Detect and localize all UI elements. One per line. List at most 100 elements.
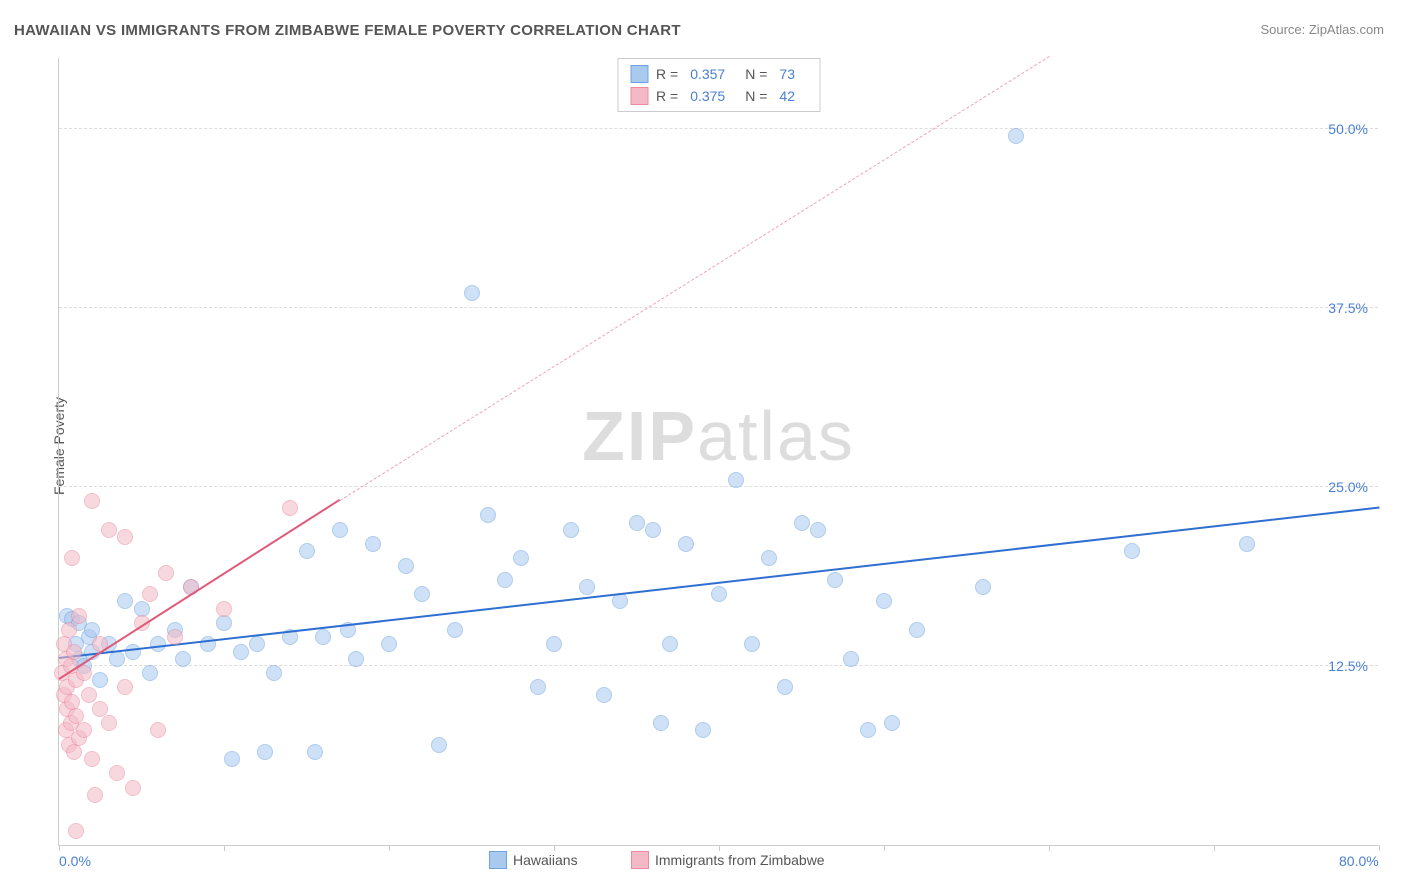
data-point (645, 522, 661, 538)
data-point (530, 679, 546, 695)
data-point (909, 622, 925, 638)
watermark: ZIPatlas (582, 396, 855, 476)
correlation-row-1: R = 0.357 N = 73 (630, 63, 807, 85)
legend-label: Immigrants from Zimbabwe (655, 852, 825, 868)
legend-item: Hawaiians (489, 851, 578, 869)
data-point (1239, 536, 1255, 552)
data-point (101, 522, 117, 538)
data-point (87, 787, 103, 803)
data-point (794, 515, 810, 531)
legend-label: Hawaiians (513, 852, 578, 868)
data-point (332, 522, 348, 538)
gridline (59, 128, 1378, 129)
gridline (59, 307, 1378, 308)
data-point (64, 550, 80, 566)
data-point (497, 572, 513, 588)
data-point (629, 515, 645, 531)
data-point (150, 722, 166, 738)
data-point (563, 522, 579, 538)
data-point (711, 586, 727, 602)
data-point (61, 622, 77, 638)
data-point (125, 780, 141, 796)
data-point (365, 536, 381, 552)
data-point (249, 636, 265, 652)
watermark-light: atlas (697, 397, 855, 475)
data-point (695, 722, 711, 738)
x-tick (1049, 845, 1050, 851)
data-point (513, 550, 529, 566)
data-point (876, 593, 892, 609)
data-point (109, 651, 125, 667)
gridline (59, 665, 1378, 666)
data-point (653, 715, 669, 731)
data-point (266, 665, 282, 681)
x-tick (884, 845, 885, 851)
n-value-2: 42 (779, 88, 795, 104)
plot-area: ZIPatlas R = 0.357 N = 73 R = 0.375 N = … (58, 58, 1378, 846)
data-point (299, 543, 315, 559)
r-value-1: 0.357 (690, 66, 725, 82)
data-point (315, 629, 331, 645)
data-point (414, 586, 430, 602)
data-point (307, 744, 323, 760)
data-point (216, 615, 232, 631)
data-point (596, 687, 612, 703)
n-value-1: 73 (779, 66, 795, 82)
data-point (1124, 543, 1140, 559)
x-tick (59, 845, 60, 851)
data-point (431, 737, 447, 753)
data-point (761, 550, 777, 566)
data-point (76, 722, 92, 738)
x-tick-label: 0.0% (59, 853, 91, 869)
data-point (92, 672, 108, 688)
data-point (662, 636, 678, 652)
data-point (884, 715, 900, 731)
data-point (728, 472, 744, 488)
data-point (777, 679, 793, 695)
data-point (117, 679, 133, 695)
data-point (381, 636, 397, 652)
data-point (84, 751, 100, 767)
n-label: N = (745, 66, 767, 82)
data-point (64, 694, 80, 710)
x-tick (389, 845, 390, 851)
data-point (117, 529, 133, 545)
data-point (398, 558, 414, 574)
data-point (125, 644, 141, 660)
data-point (579, 579, 595, 595)
swatch-icon (631, 851, 649, 869)
watermark-bold: ZIP (582, 397, 697, 475)
data-point (167, 629, 183, 645)
data-point (810, 522, 826, 538)
data-point (744, 636, 760, 652)
data-point (860, 722, 876, 738)
data-point (158, 565, 174, 581)
swatch-icon (489, 851, 507, 869)
data-point (827, 572, 843, 588)
swatch-icon (630, 87, 648, 105)
data-point (282, 500, 298, 516)
x-tick (1379, 845, 1380, 851)
x-tick (224, 845, 225, 851)
data-point (224, 751, 240, 767)
data-point (84, 493, 100, 509)
data-point (117, 593, 133, 609)
data-point (678, 536, 694, 552)
y-tick-label: 25.0% (1328, 479, 1368, 495)
swatch-icon (630, 65, 648, 83)
data-point (71, 608, 87, 624)
data-point (81, 687, 97, 703)
data-point (68, 823, 84, 839)
gridline (59, 486, 1378, 487)
data-point (216, 601, 232, 617)
legend-item: Immigrants from Zimbabwe (631, 851, 825, 869)
r-value-2: 0.375 (690, 88, 725, 104)
correlation-row-2: R = 0.375 N = 42 (630, 85, 807, 107)
data-point (843, 651, 859, 667)
trendline (339, 56, 1049, 501)
r-label: R = (656, 88, 678, 104)
data-point (546, 636, 562, 652)
data-point (109, 765, 125, 781)
data-point (101, 715, 117, 731)
data-point (233, 644, 249, 660)
